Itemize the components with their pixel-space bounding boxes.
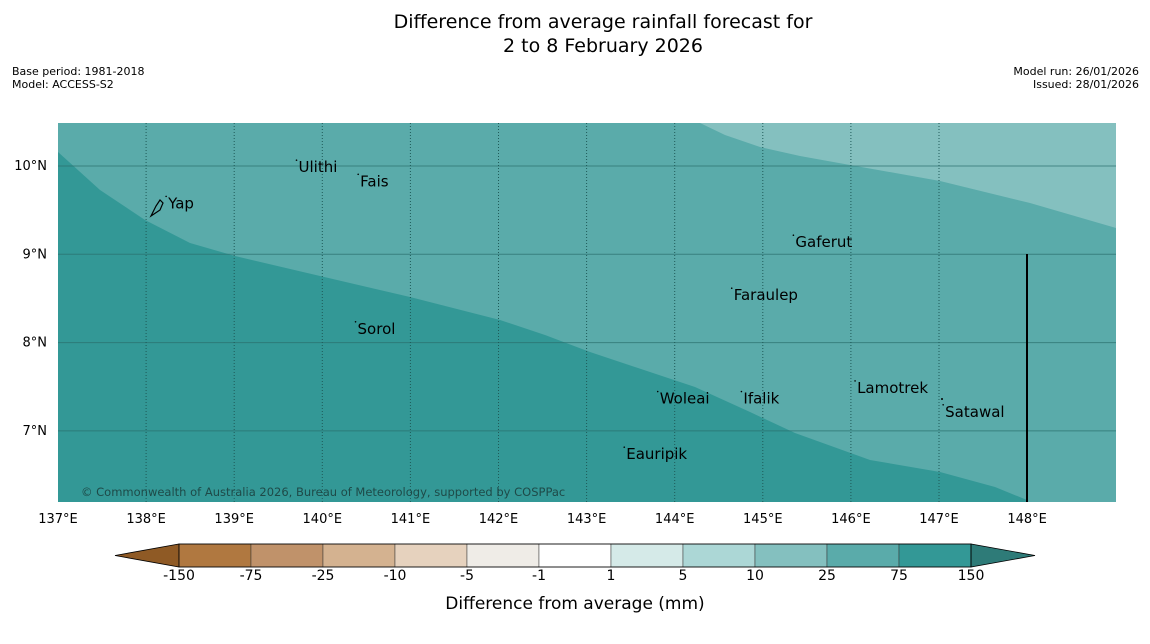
place-label-ifalik: Ifalik [743,390,779,408]
colorbar-tick-label: -1 [532,568,546,584]
model-run: Model run: 26/01/2026 [1013,65,1139,78]
place-label-sorol: Sorol [358,320,396,338]
islet-dot [941,398,943,400]
place-label-yap: Yap [167,194,194,212]
lon-tick-label: 141°E [391,512,431,527]
colorbar-tick-label: 150 [957,568,985,584]
colorbar-bin [178,543,252,568]
place-marker [295,159,298,161]
lon-tick-label: 138°E [126,512,166,527]
colorbar-bin [898,543,972,568]
copyright-text: © Commonwealth of Australia 2026, Bureau… [81,485,565,499]
colorbar-tick-label: 75 [890,568,908,584]
lat-tick-label: 8°N [23,336,48,351]
lat-tick-label: 10°N [14,159,47,174]
colorbar-bin [394,543,468,568]
colorbar-bin [322,543,396,568]
lon-tick-label: 146°E [831,512,871,527]
title-line-2: 2 to 8 February 2026 [503,35,703,57]
lon-tick-label: 145°E [743,512,783,527]
place-marker [792,234,795,237]
place-label-eauripik: Eauripik [626,445,687,463]
lon-tick-label: 137°E [38,512,78,527]
colorbar-bin [466,543,540,568]
colorbar-tick-label: -150 [163,568,195,584]
lon-tick-label: 148°E [1007,512,1047,527]
place-label-gaferut: Gaferut [795,233,852,251]
place-marker [165,195,167,198]
place-marker [854,380,856,382]
colorbar-tick-label: 25 [818,568,836,584]
base-period: Base period: 1981-2018 [12,65,145,78]
place-marker [942,403,944,406]
lon-tick-label: 147°E [919,512,959,527]
colorbar-label: Difference from average (mm) [445,594,705,614]
colorbar-bin [610,543,684,568]
colorbar-tick-label: -5 [460,568,474,584]
place-marker [357,173,359,176]
lon-tick-label: 144°E [655,512,695,527]
run-info: Model run: 26/01/2026 Issued: 28/01/2026 [1013,65,1139,91]
place-marker [354,320,357,323]
colorbar-tick-label: -75 [239,568,263,584]
colorbar-bin [682,543,756,568]
place-label-satawal: Satawal [945,403,1004,421]
lon-tick-label: 142°E [479,512,519,527]
lat-tick-label: 9°N [23,247,48,262]
colorbar-frame [178,543,972,568]
contour-75-150 [58,152,1027,502]
base-info: Base period: 1981-2018 Model: ACCESS-S2 [12,65,144,91]
colorbar-tick-label: -25 [311,568,335,584]
lon-tick-label: 139°E [214,512,254,527]
lat-tick-label: 7°N [23,424,48,439]
lon-tick-label: 143°E [567,512,607,527]
place-label-woleai: Woleai [660,390,710,408]
colorbar-under-arrow [114,543,180,568]
colorbar-tick-label: 10 [746,568,764,584]
place-label-lamotrek: Lamotrek [857,379,928,397]
place-label-ulithi: Ulithi [299,158,338,176]
place-marker [656,390,659,393]
place-marker [740,390,743,393]
colorbar-bin [250,543,324,568]
colorbar-tick-label: 1 [606,568,616,584]
model-name: Model: ACCESS-S2 [12,78,114,91]
contour-10-25 [700,123,1116,228]
place-label-faraulep: Faraulep [734,286,798,304]
place-label-fais: Fais [360,172,389,190]
yap-island-icon [149,199,164,218]
colorbar-over-arrow [970,543,1036,568]
colorbar-bin [538,543,612,568]
colorbar-tick-label: 5 [678,568,688,584]
map-title: Difference from average rainfall forecas… [0,10,1150,58]
place-marker [623,446,626,448]
lon-tick-label: 140°E [303,512,343,527]
colorbar-bin [826,543,900,568]
place-marker [730,287,733,290]
issued-date: Issued: 28/01/2026 [1032,78,1139,91]
colorbar-tick-label: -10 [383,568,407,584]
title-line-1: Difference from average rainfall forecas… [393,11,813,33]
colorbar-bin [754,543,828,568]
